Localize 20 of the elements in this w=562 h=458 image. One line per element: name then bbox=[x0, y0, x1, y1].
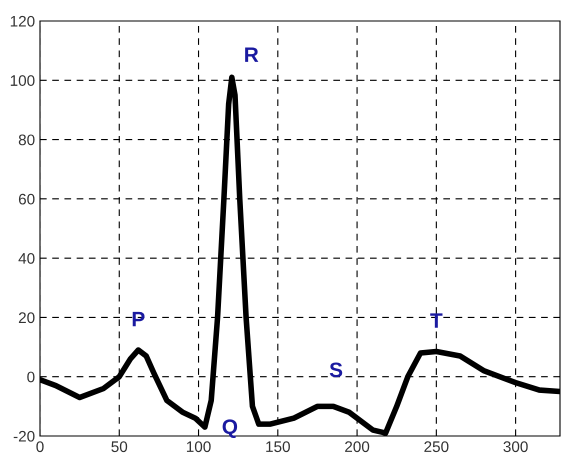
y-tick-label: -20 bbox=[14, 430, 35, 442]
annotation: Q bbox=[222, 419, 238, 438]
annotation: S bbox=[330, 362, 342, 378]
x-tick-label: 100 bbox=[186, 441, 211, 452]
y-tick-label: 40 bbox=[18, 253, 35, 264]
y-tick-label: 60 bbox=[18, 194, 35, 205]
x-tick-label: 300 bbox=[503, 441, 528, 452]
x-tick-label: 200 bbox=[345, 441, 370, 452]
x-tick-label: 50 bbox=[111, 441, 128, 452]
y-tick-label: 100 bbox=[10, 75, 35, 86]
annotation: T bbox=[430, 313, 442, 328]
annotation: P bbox=[132, 312, 145, 326]
y-tick-label: 120 bbox=[10, 16, 35, 27]
y-tick-label: 0 bbox=[27, 372, 35, 382]
x-tick-label: 0 bbox=[36, 441, 44, 452]
y-tick-label: 20 bbox=[18, 312, 35, 324]
y-tick-label: 80 bbox=[18, 134, 35, 146]
annotation: R bbox=[245, 48, 258, 62]
x-tick-label: 150 bbox=[266, 441, 290, 452]
x-tick-label: 250 bbox=[424, 441, 448, 452]
